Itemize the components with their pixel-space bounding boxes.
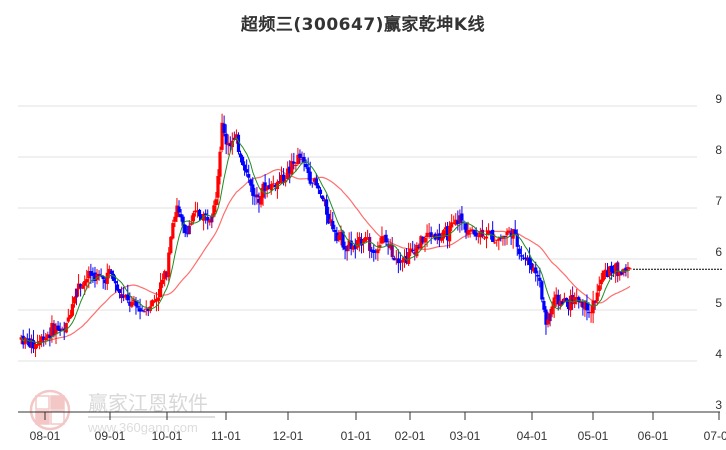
watermark-logo-icon xyxy=(29,389,71,431)
watermark: 赢家江恩软件 www.360gann.com xyxy=(29,389,215,435)
x-tick-label: 03-01 xyxy=(450,429,481,443)
x-tick-label: 10-01 xyxy=(152,429,183,443)
x-tick-label: 12-01 xyxy=(273,429,304,443)
candles xyxy=(19,113,632,358)
x-tick-label: 05-01 xyxy=(578,429,609,443)
axes: 08-01 09-01 10-01 11-01 12-01 01-01 02-01 03-01… xyxy=(18,411,726,443)
ma-short-line xyxy=(20,136,631,344)
watermark-text: 赢家江恩软件 xyxy=(88,391,208,415)
y-tick-label: 7 xyxy=(715,194,722,208)
chart-title: 超频三(300647)赢家乾坤K线 xyxy=(240,15,486,35)
y-tick-label: 4 xyxy=(715,347,722,361)
x-tick-label: 01-01 xyxy=(341,429,372,443)
grid-lines: 3 4 5 6 7 8 9 xyxy=(18,92,722,412)
x-tick-label: 04-01 xyxy=(517,429,548,443)
x-tick-label: 02-01 xyxy=(395,429,426,443)
y-tick-label: 5 xyxy=(715,296,722,310)
y-tick-label: 8 xyxy=(715,143,722,157)
x-tick-label: 07-01 xyxy=(704,429,726,443)
y-tick-label: 3 xyxy=(715,398,722,412)
watermark-url: www.360gann.com xyxy=(87,420,198,435)
x-tick-label: 09-01 xyxy=(95,429,126,443)
x-tick-label: 08-01 xyxy=(30,429,61,443)
y-tick-label: 6 xyxy=(715,245,722,259)
x-tick-label: 11-01 xyxy=(211,429,241,443)
ma-long-line xyxy=(20,168,631,344)
x-tick-label: 06-01 xyxy=(638,429,669,443)
y-tick-label: 9 xyxy=(715,92,722,106)
